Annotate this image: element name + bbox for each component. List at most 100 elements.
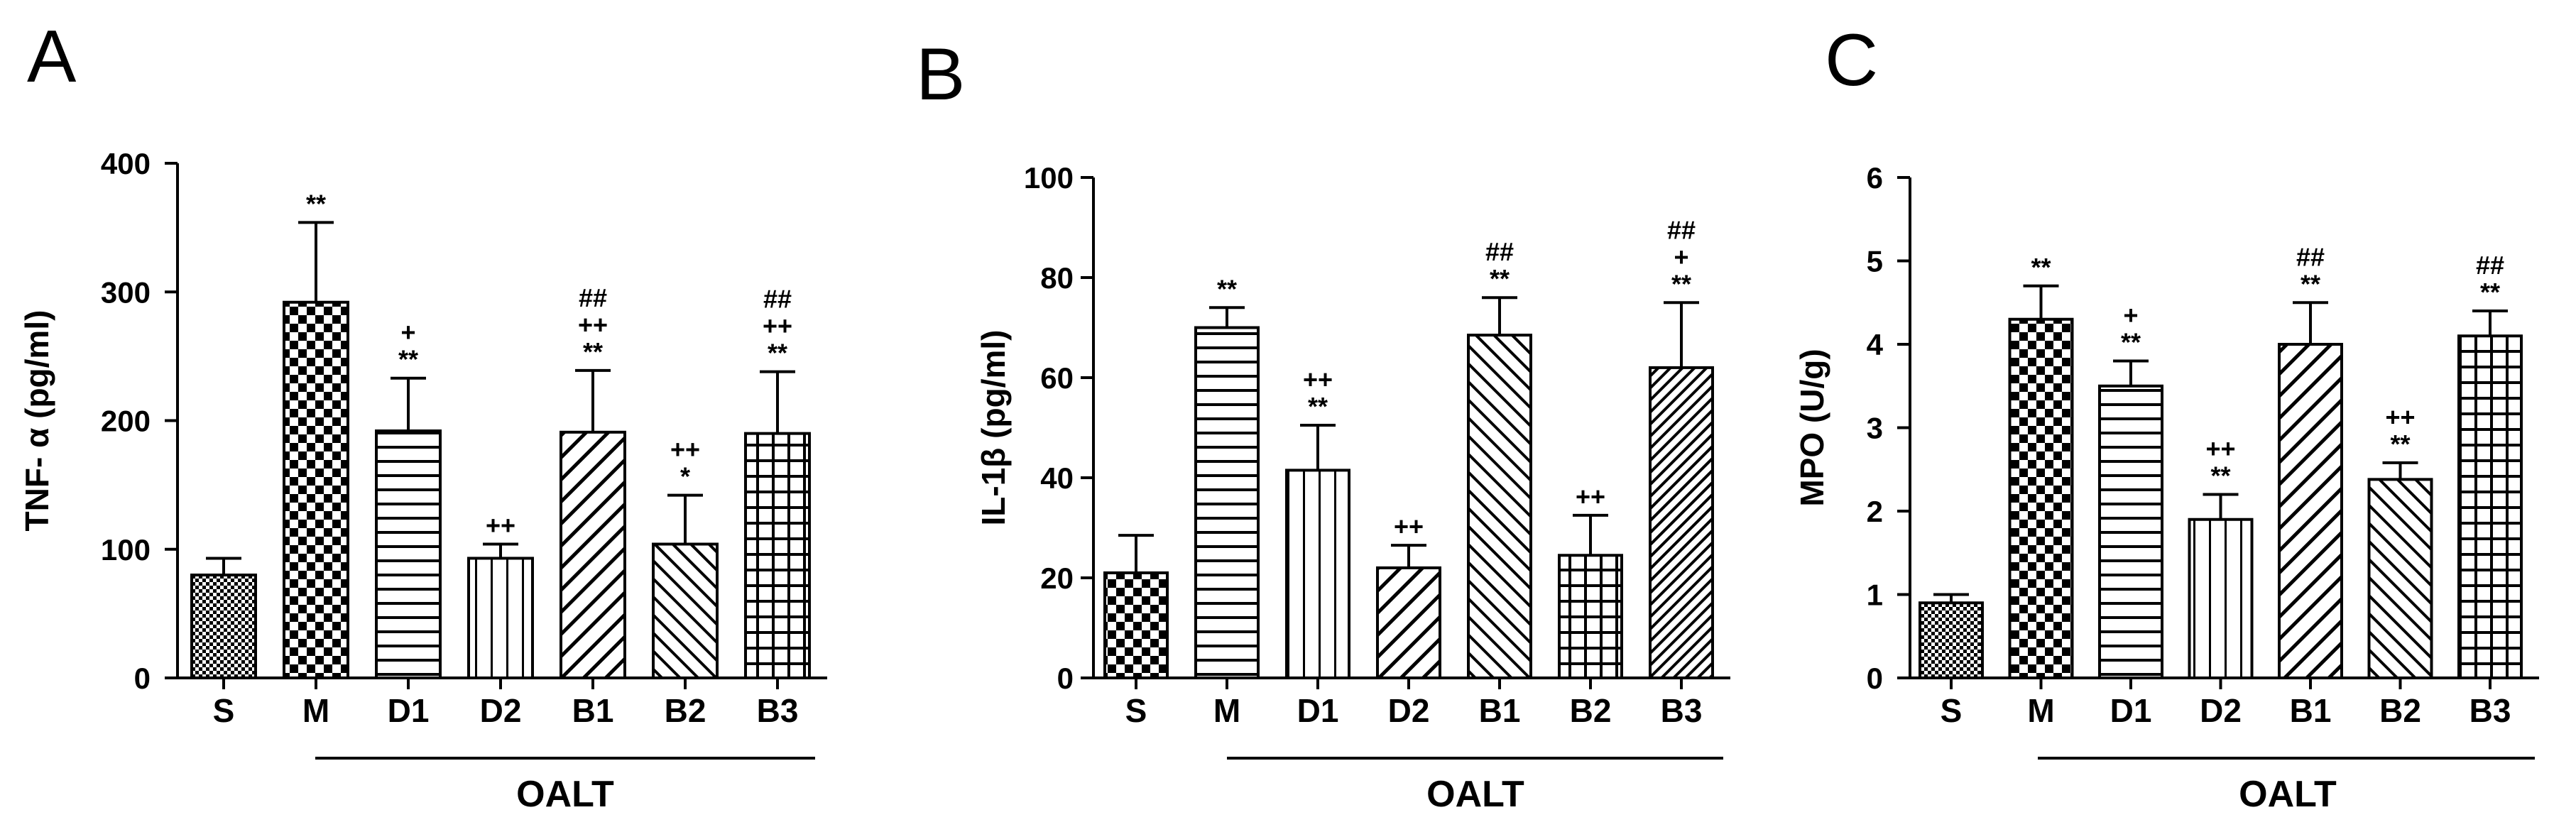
category-label: B2 xyxy=(1570,692,1612,729)
bar-d2 xyxy=(2188,517,2254,679)
category-label: B2 xyxy=(2379,692,2421,729)
panel-letter: C xyxy=(1825,19,1878,102)
y-axis-title: IL-1β (pg/ml) xyxy=(975,330,1012,526)
bar-s xyxy=(190,574,257,679)
bar-m xyxy=(2008,317,2074,679)
bar-d1 xyxy=(2098,384,2163,679)
y-tick-label: 400 xyxy=(101,147,151,180)
category-label: D2 xyxy=(1388,692,1430,729)
category-label: B3 xyxy=(757,692,799,729)
significance-marker: * xyxy=(680,462,690,491)
significance-marker: ** xyxy=(2480,278,2500,307)
y-tick-label: 2 xyxy=(1867,495,1883,528)
y-tick-label: 4 xyxy=(1867,328,1884,361)
y-tick-label: 3 xyxy=(1867,412,1883,445)
y-tick-label: 0 xyxy=(1057,662,1074,695)
bar-b3 xyxy=(1649,366,1714,680)
panel-letter: A xyxy=(27,16,77,98)
significance-marker: ++ xyxy=(486,511,515,540)
bar-s xyxy=(1103,571,1169,680)
y-tick-label: 20 xyxy=(1040,562,1074,595)
significance-marker: ** xyxy=(2390,429,2410,459)
y-tick-label: 0 xyxy=(1867,662,1883,695)
bar-b1 xyxy=(560,430,626,679)
category-label: D2 xyxy=(480,692,522,729)
y-axis-title: TNF- α (pg/ml) xyxy=(18,310,55,532)
significance-marker: + xyxy=(400,318,415,347)
category-label: S xyxy=(1125,692,1147,729)
panel-letter: B xyxy=(916,33,965,116)
significance-marker: ** xyxy=(1217,274,1237,303)
significance-marker: ** xyxy=(398,345,418,374)
y-tick-label: 1 xyxy=(1867,579,1883,612)
y-tick-label: 100 xyxy=(1024,161,1074,195)
category-label: D1 xyxy=(1297,692,1339,729)
y-tick-label: 100 xyxy=(101,533,151,566)
y-tick-label: 6 xyxy=(1867,161,1883,195)
category-label: D2 xyxy=(2200,692,2242,729)
y-tick-label: 300 xyxy=(101,275,151,309)
significance-marker: ++ xyxy=(763,312,792,341)
significance-marker: ++ xyxy=(1394,512,1424,541)
category-label: S xyxy=(213,692,235,729)
y-axis-title: MPO (U/g) xyxy=(1794,349,1830,506)
significance-marker: ** xyxy=(1671,269,1691,298)
y-tick-label: 60 xyxy=(1040,361,1074,395)
bar-m xyxy=(283,300,349,679)
significance-marker: ** xyxy=(2301,269,2320,298)
y-tick-label: 40 xyxy=(1040,461,1074,495)
significance-marker: ** xyxy=(306,189,326,218)
significance-marker: ++ xyxy=(1303,365,1333,394)
significance-marker: ** xyxy=(2210,461,2230,491)
group-label: OALT xyxy=(1426,774,1524,815)
category-label: M xyxy=(302,692,329,729)
category-label: B2 xyxy=(665,692,706,729)
group-label: OALT xyxy=(2239,774,2337,815)
group-label: OALT xyxy=(516,774,614,815)
significance-marker: ++ xyxy=(1576,482,1605,511)
bar-b2 xyxy=(1558,554,1623,680)
significance-marker: + xyxy=(1674,242,1688,271)
bar-b2 xyxy=(2367,478,2433,679)
category-label: M xyxy=(2027,692,2054,729)
bar-d2 xyxy=(1376,566,1441,680)
significance-marker: ++ xyxy=(2385,402,2415,432)
bar-d1 xyxy=(1285,469,1350,679)
significance-marker: ** xyxy=(2031,253,2051,282)
bar-m xyxy=(1194,326,1260,679)
bar-d1 xyxy=(375,429,442,679)
category-label: D1 xyxy=(388,692,430,729)
category-label: M xyxy=(1213,692,1240,729)
significance-marker: ## xyxy=(2296,242,2325,271)
category-label: S xyxy=(1941,692,1963,729)
significance-marker: ++ xyxy=(670,435,700,464)
y-tick-label: 80 xyxy=(1040,261,1074,295)
bar-b1 xyxy=(2278,343,2343,679)
significance-marker: ## xyxy=(1667,215,1696,244)
significance-marker: ** xyxy=(768,339,787,368)
y-tick-label: 200 xyxy=(101,405,151,438)
y-tick-label: 0 xyxy=(134,662,151,695)
significance-marker: ** xyxy=(1490,264,1510,293)
category-label: B3 xyxy=(1661,692,1703,729)
bar-s xyxy=(1919,601,1984,679)
bar-b1 xyxy=(1467,334,1532,679)
significance-marker: ++ xyxy=(578,310,608,339)
significance-marker: ** xyxy=(1308,392,1328,421)
significance-marker: ** xyxy=(583,337,603,366)
significance-marker: ## xyxy=(763,285,792,314)
y-tick-label: 5 xyxy=(1867,245,1883,278)
category-label: D1 xyxy=(2110,692,2152,729)
bar-d2 xyxy=(467,557,534,679)
significance-marker: + xyxy=(2123,301,2138,330)
significance-marker: ## xyxy=(1485,237,1514,266)
significance-marker: ## xyxy=(579,283,607,312)
bar-b3 xyxy=(744,432,811,679)
category-label: B1 xyxy=(572,692,614,729)
bar-b2 xyxy=(652,542,719,679)
significance-marker: ## xyxy=(2476,251,2504,280)
